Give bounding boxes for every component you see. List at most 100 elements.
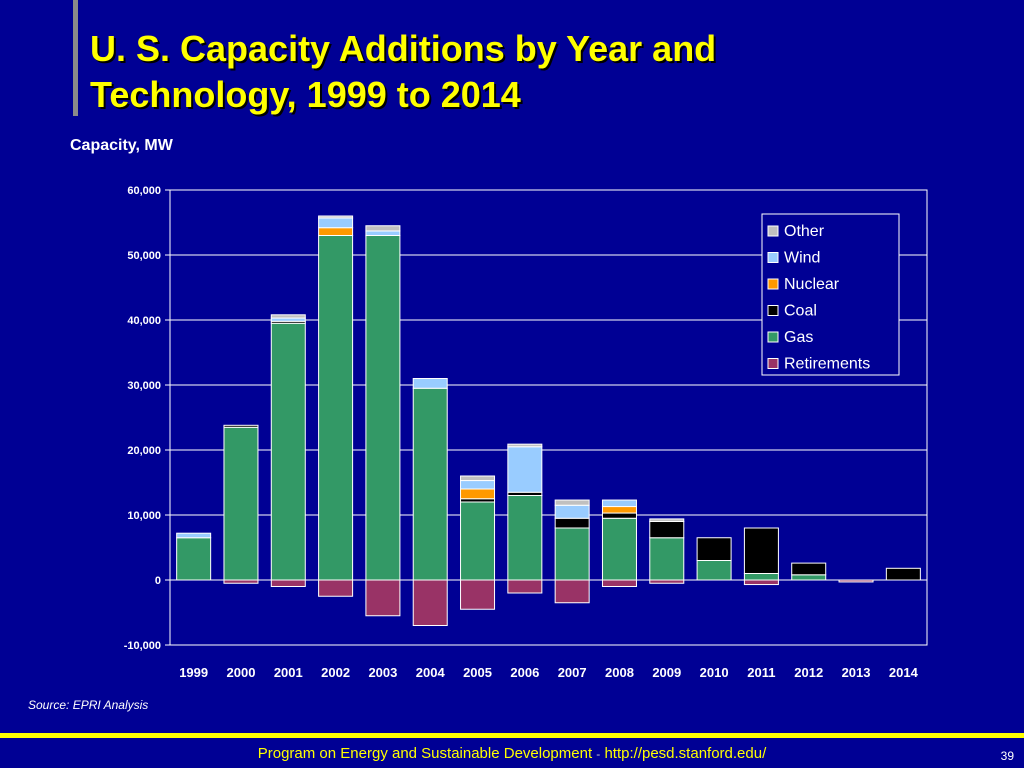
bar-gas-2009 bbox=[649, 537, 685, 581]
y-tick-label: 20,000 bbox=[127, 445, 161, 457]
y-tick-label: 60,000 bbox=[127, 185, 161, 197]
bar-retirements-2001 bbox=[270, 579, 306, 587]
y-tick-label: 10,000 bbox=[127, 510, 161, 522]
bar-coal-2014 bbox=[885, 567, 921, 581]
bar-coal-2007 bbox=[554, 517, 590, 529]
legend-swatch-retirements bbox=[767, 358, 779, 369]
bar-wind-2003 bbox=[365, 230, 401, 236]
bar-gas-2008 bbox=[601, 517, 637, 581]
bar-wind-2006 bbox=[507, 446, 543, 493]
bar-other-2001 bbox=[270, 314, 306, 319]
bar-retirements-2004 bbox=[412, 579, 448, 626]
bar-nuclear-2008 bbox=[601, 506, 637, 514]
legend-label-gas: Gas bbox=[784, 329, 813, 346]
legend-swatch-other bbox=[767, 225, 779, 237]
y-tick-label: -10,000 bbox=[124, 640, 161, 652]
y-tick-label: 40,000 bbox=[127, 315, 161, 327]
legend bbox=[761, 213, 900, 376]
bar-nuclear-2002 bbox=[318, 227, 354, 236]
legend-label-coal: Coal bbox=[784, 303, 817, 320]
source-note: Source: EPRI Analysis bbox=[28, 698, 149, 712]
bar-retirements-2007 bbox=[554, 579, 590, 604]
bar-other-2006 bbox=[507, 443, 543, 448]
y-tick-label: 0 bbox=[155, 575, 161, 587]
bar-gas-2001 bbox=[270, 322, 306, 581]
bar-other-2007 bbox=[554, 499, 590, 506]
bar-gas-2000 bbox=[223, 426, 259, 581]
bar-gas-2002 bbox=[318, 235, 354, 581]
bar-retirements-2003 bbox=[365, 579, 401, 617]
x-tick-label: 2014 bbox=[889, 665, 919, 680]
legend-swatch-gas bbox=[767, 331, 779, 343]
x-tick-label: 2013 bbox=[842, 665, 871, 680]
bar-other-2002 bbox=[318, 215, 354, 219]
bar-wind-2007 bbox=[554, 504, 590, 519]
legend-swatch-wind bbox=[767, 252, 779, 263]
x-tick-label: 2009 bbox=[652, 665, 681, 680]
bar-coal-2011 bbox=[743, 527, 779, 574]
x-tick-label: 2006 bbox=[510, 665, 539, 680]
bar-gas-1999 bbox=[176, 537, 212, 581]
legend-label-other: Other bbox=[784, 223, 825, 240]
bar-nuclear-2005 bbox=[460, 488, 496, 500]
bar-wind-2008 bbox=[601, 499, 637, 508]
legend-label-wind: Wind bbox=[784, 250, 820, 267]
bar-gas-2010 bbox=[696, 560, 732, 581]
y-axis-caption: Capacity, MW bbox=[70, 137, 173, 154]
x-tick-label: 2002 bbox=[321, 665, 350, 680]
legend-swatch-coal bbox=[767, 305, 779, 316]
bar-retirements-2011 bbox=[743, 579, 779, 586]
y-tick-label: 30,000 bbox=[127, 380, 161, 392]
bar-coal-2010 bbox=[696, 537, 732, 561]
legend-label-nuclear: Nuclear bbox=[784, 276, 840, 293]
x-tick-label: 2003 bbox=[368, 665, 397, 680]
title-accent-bar bbox=[73, 0, 78, 116]
legend-swatch-nuclear bbox=[767, 278, 779, 290]
bar-retirements-2006 bbox=[507, 579, 543, 594]
bar-gas-2007 bbox=[554, 527, 590, 581]
y-tick-label: 50,000 bbox=[127, 250, 161, 262]
bar-coal-2012 bbox=[791, 562, 827, 576]
slide-title-line-1: U. S. Capacity Additions by Year and bbox=[90, 28, 717, 69]
bar-gas-2004 bbox=[412, 387, 448, 581]
x-tick-label: 2004 bbox=[416, 665, 446, 680]
bar-other-2005 bbox=[460, 475, 496, 482]
x-tick-label: 2007 bbox=[558, 665, 587, 680]
x-tick-label: 2010 bbox=[700, 665, 729, 680]
bar-wind-2002 bbox=[318, 217, 354, 229]
page-number: 39 bbox=[1000, 749, 1014, 763]
bar-retirements-2013 bbox=[838, 579, 874, 583]
x-tick-label: 2012 bbox=[794, 665, 823, 680]
bar-other-2009 bbox=[649, 518, 685, 523]
bar-wind-2004 bbox=[412, 378, 448, 389]
bar-gas-2005 bbox=[460, 501, 496, 581]
footer: Program on Energy and Sustainable Develo… bbox=[0, 745, 1024, 762]
bar-gas-2003 bbox=[365, 235, 401, 581]
footer-url[interactable]: http://pesd.stanford.edu/ bbox=[604, 745, 767, 762]
x-tick-label: 2000 bbox=[227, 665, 256, 680]
bar-retirements-2008 bbox=[601, 579, 637, 587]
footer-rule bbox=[0, 733, 1024, 738]
x-tick-label: 2001 bbox=[274, 665, 303, 680]
bar-retirements-2002 bbox=[318, 579, 354, 597]
legend-label-retirements: Retirements bbox=[784, 356, 870, 373]
bar-wind-1999 bbox=[176, 532, 212, 539]
bar-other-2003 bbox=[365, 225, 401, 232]
bar-coal-2000 bbox=[223, 424, 259, 428]
x-tick-label: 2008 bbox=[605, 665, 634, 680]
x-tick-label: 1999 bbox=[179, 665, 208, 680]
x-tick-label: 2005 bbox=[463, 665, 492, 680]
bar-coal-2008 bbox=[601, 512, 637, 519]
bar-gas-2006 bbox=[507, 495, 543, 581]
bar-gas-2012 bbox=[791, 574, 827, 581]
slide-title-line-2: Technology, 1999 to 2014 bbox=[90, 74, 521, 115]
bar-retirements-2005 bbox=[460, 579, 496, 610]
bar-wind-2005 bbox=[460, 480, 496, 490]
capacity-chart: -10,000 0 10,000 20,000 30,000 40,000 50,000 60… bbox=[124, 185, 928, 680]
x-tick-label: 2011 bbox=[747, 665, 775, 680]
footer-separator: - bbox=[596, 747, 601, 761]
bar-coal-2009 bbox=[649, 521, 685, 539]
slide-title: U. S. Capacity Additions by Year and Tec… bbox=[90, 26, 990, 118]
footer-text: Program on Energy and Sustainable Develo… bbox=[257, 745, 593, 762]
bar-gas-2011 bbox=[743, 573, 779, 581]
